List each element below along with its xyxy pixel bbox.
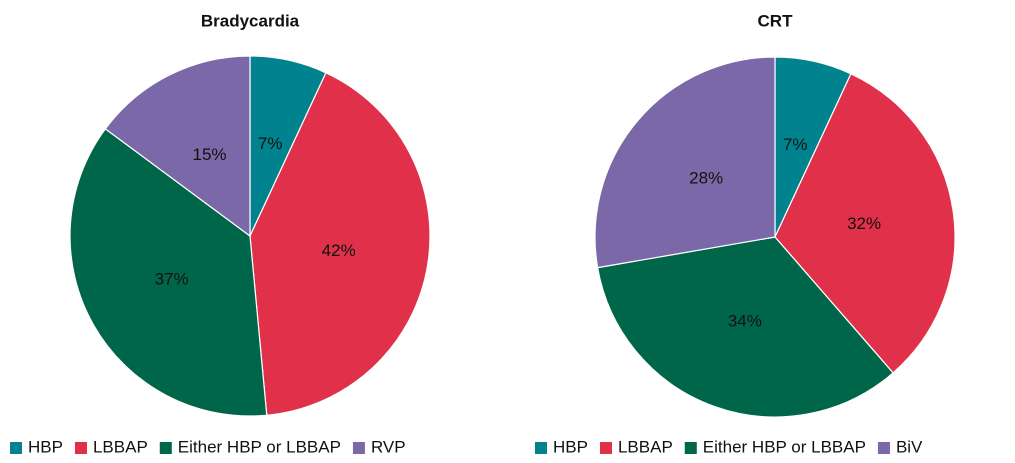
legend-swatch <box>10 442 22 454</box>
pie-slice <box>69 128 268 417</box>
legend-label: HBP <box>553 437 588 456</box>
legend-swatch <box>877 442 890 454</box>
legend-label: RVP <box>371 437 406 456</box>
slice-label: 32% <box>847 214 881 233</box>
legend-label: LBBAP <box>618 437 673 456</box>
legend-label: Either HBP or LBBAP <box>703 437 866 456</box>
pie-slice <box>104 55 251 238</box>
legend-label: LBBAP <box>93 437 148 456</box>
legend-swatch <box>684 442 697 454</box>
legend-swatch <box>599 442 612 454</box>
chart-title: CRT <box>758 11 794 30</box>
slice-label: 37% <box>155 270 189 289</box>
slice-label: 28% <box>689 169 723 188</box>
legend-swatch <box>535 442 547 454</box>
legend-label: Either HBP or LBBAP <box>178 437 341 456</box>
pie-slice <box>774 73 956 374</box>
slice-label: 7% <box>258 134 283 153</box>
legend-swatch <box>159 442 172 454</box>
slice-label: 7% <box>783 135 808 154</box>
pie-slice <box>594 56 776 269</box>
slice-label: 15% <box>192 145 226 164</box>
legend-label: BiV <box>896 437 923 456</box>
legend-swatch <box>352 442 365 454</box>
slice-label: 42% <box>322 241 356 260</box>
pie-slice <box>249 72 431 416</box>
slice-label: 34% <box>728 311 762 330</box>
chart-title: Bradycardia <box>201 11 300 30</box>
legend-swatch <box>74 442 87 454</box>
legend-label: HBP <box>28 437 63 456</box>
pie-slice <box>596 236 894 418</box>
